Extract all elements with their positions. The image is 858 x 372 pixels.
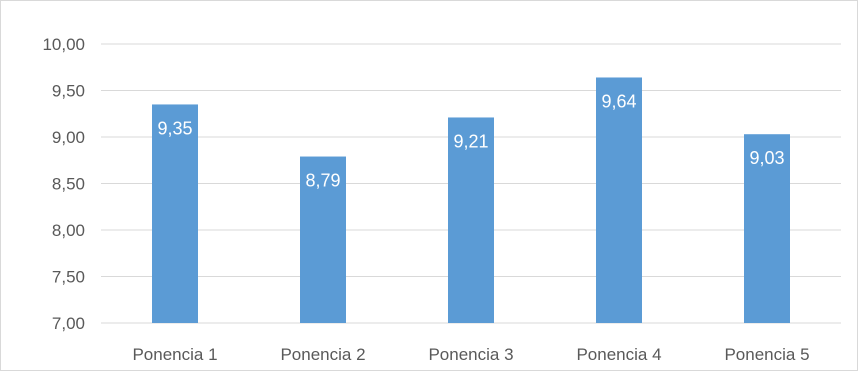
bars xyxy=(152,77,790,323)
bar-value-label: 8,79 xyxy=(305,171,340,191)
bar-value-label: 9,21 xyxy=(453,131,488,151)
x-category-label: Ponencia 4 xyxy=(576,345,661,364)
bar xyxy=(300,156,346,323)
x-axis-category-labels: Ponencia 1 Ponencia 2 Ponencia 3 Ponencia 4… xyxy=(132,345,809,364)
y-axis-tick-labels: 7,00 7,50 8,00 8,50 9,00 9,50 10,00 xyxy=(42,35,85,333)
y-tick-label: 7,00 xyxy=(52,314,85,333)
bar xyxy=(744,134,790,323)
x-category-label: Ponencia 5 xyxy=(724,345,809,364)
y-tick-label: 9,50 xyxy=(52,82,85,101)
y-tick-label: 10,00 xyxy=(42,35,85,54)
y-tick-label: 8,50 xyxy=(52,175,85,194)
bar xyxy=(152,104,198,323)
bar-value-label: 9,64 xyxy=(601,91,636,111)
x-category-label: Ponencia 3 xyxy=(428,345,513,364)
y-tick-label: 7,50 xyxy=(52,268,85,287)
y-tick-label: 8,00 xyxy=(52,221,85,240)
bar xyxy=(596,77,642,323)
bar-value-label: 9,35 xyxy=(157,118,192,138)
x-category-label: Ponencia 2 xyxy=(280,345,365,364)
bar-value-label: 9,03 xyxy=(749,148,784,168)
y-tick-label: 9,00 xyxy=(52,128,85,147)
data-labels: 9,35 8,79 9,21 9,64 9,03 xyxy=(157,91,784,190)
x-category-label: Ponencia 1 xyxy=(132,345,217,364)
bar xyxy=(448,117,494,323)
